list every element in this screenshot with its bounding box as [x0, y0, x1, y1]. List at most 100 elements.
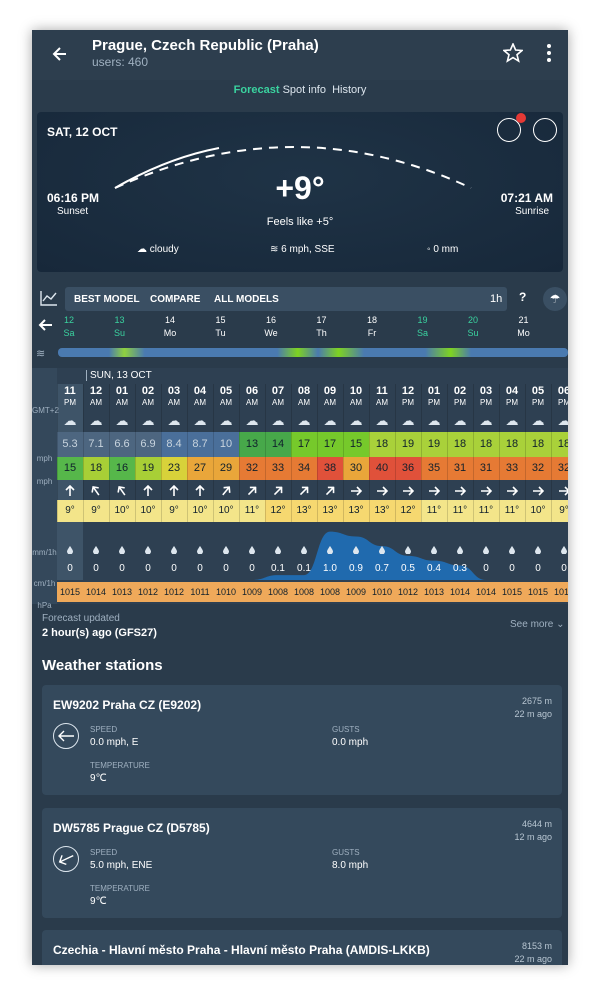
hour: 06: [557, 385, 568, 397]
day-name[interactable]: Tu: [215, 328, 226, 338]
chart-toggle[interactable]: [40, 290, 58, 306]
day-name[interactable]: Sa: [416, 328, 428, 338]
day-name[interactable]: Su: [467, 328, 479, 338]
hour: 07: [271, 385, 285, 397]
temperature: 11°: [447, 500, 473, 522]
wind-direction: [350, 484, 363, 496]
pressure: 1015: [551, 582, 568, 602]
column-divider: [343, 384, 344, 522]
weather-icon: ☁: [557, 413, 569, 428]
temperature: 12°: [265, 500, 291, 522]
station-card[interactable]: DW5785 Prague CZ (D5785) 4644 m 12 m ago SP…: [42, 808, 562, 918]
station-age: 12 m ago: [514, 832, 552, 842]
weather-icon: ☁: [427, 413, 441, 428]
period: PM: [532, 398, 544, 407]
see-more-text[interactable]: See more: [510, 619, 554, 630]
day-name[interactable]: We: [264, 328, 278, 338]
station-card[interactable]: Czechia - Hlavní město Praha - Hlavní mě…: [42, 930, 562, 965]
day-name[interactable]: Mo: [163, 328, 177, 338]
day-name[interactable]: Mo: [517, 328, 530, 338]
sunset-time: 06:16 PM: [47, 191, 100, 205]
column-divider: [239, 384, 240, 522]
tab[interactable]: Forecast: [233, 84, 280, 96]
column-divider: [317, 384, 318, 522]
hour: 06: [245, 385, 259, 397]
rain-drop: [291, 546, 317, 556]
wind-speed: 19: [421, 432, 447, 457]
day-date[interactable]: 16: [265, 315, 276, 325]
wind-direction: [298, 484, 310, 496]
back-button[interactable]: [50, 44, 70, 64]
weather-icon: ☁: [323, 413, 337, 428]
period: AM: [168, 398, 180, 407]
period: PM: [506, 398, 518, 407]
day-name[interactable]: Fr: [367, 328, 377, 338]
temperature: +9°: [275, 170, 325, 206]
column-divider: [369, 384, 370, 522]
rain-drop: [187, 546, 213, 556]
weather-icon: ☁: [505, 413, 519, 428]
model-option[interactable]: COMPARE: [150, 294, 201, 305]
forecast-table: GMT+2 mph mph mm/1h cm/1h hPa SUN, 13 OCT 11 PM ☁…: [32, 368, 569, 610]
weather-icon: ☁: [453, 413, 467, 428]
wind-speed: 18: [499, 432, 525, 457]
chat-button[interactable]: [497, 113, 526, 142]
day-name[interactable]: Th: [316, 328, 327, 338]
see-more[interactable]: See more ⌄: [510, 619, 565, 630]
weather-icon: ☁: [297, 413, 311, 428]
step-selector[interactable]: 1h: [490, 293, 503, 305]
tab[interactable]: History: [332, 84, 367, 96]
day-name[interactable]: Su: [113, 328, 125, 338]
period: PM: [558, 398, 568, 407]
wind-gust: 16: [109, 457, 135, 480]
rain-drop: [525, 546, 551, 556]
label: GUSTS: [332, 848, 360, 857]
hour: 01: [115, 385, 129, 397]
wind-gust: 23: [161, 457, 187, 480]
label-column: [32, 368, 57, 604]
model-option[interactable]: ALL MODELS: [214, 294, 279, 305]
day-name[interactable]: Sa: [63, 328, 75, 338]
wind-speed: 15: [343, 432, 369, 457]
days-back[interactable]: [37, 318, 53, 332]
top-bar: [32, 30, 568, 80]
day-date[interactable]: 12: [63, 315, 74, 325]
weather-icon: ☁: [349, 413, 363, 428]
favorite-button[interactable]: [503, 43, 523, 63]
day-date[interactable]: 17: [316, 315, 327, 325]
temperature: 13°: [369, 500, 395, 522]
menu-button[interactable]: [542, 43, 556, 63]
wind-gust: 32: [239, 457, 265, 480]
weather-icon: ☁: [141, 413, 155, 428]
wind-gust: 40: [369, 457, 395, 480]
temperature: 13°: [317, 500, 343, 522]
day-date[interactable]: 18: [366, 315, 377, 325]
column-divider: [473, 384, 474, 522]
help-button[interactable]: ?: [519, 290, 527, 304]
period: PM: [454, 398, 466, 407]
wind-direction: [246, 484, 258, 496]
station-name: DW5785 Prague CZ (D5785): [53, 821, 210, 835]
rain-button[interactable]: ☂: [543, 287, 567, 311]
day-date[interactable]: 13: [114, 315, 125, 325]
day-date[interactable]: 21: [518, 315, 529, 325]
wind-speed: 18: [447, 432, 473, 457]
model-option[interactable]: BEST MODEL: [74, 294, 140, 305]
wind-gust: 31: [447, 457, 473, 480]
pressure: 1008: [291, 582, 317, 602]
day-date[interactable]: 15: [215, 315, 226, 325]
column-divider: [135, 384, 136, 522]
tab[interactable]: Spot info: [282, 84, 326, 96]
map-button[interactable]: [533, 118, 557, 142]
station-card[interactable]: EW9202 Praha CZ (E9202) 2675 m 22 m ago SPE…: [42, 685, 562, 795]
hour: 03: [167, 385, 181, 397]
precipitation: 0: [535, 563, 541, 574]
column-divider: [83, 384, 84, 522]
wind-direction: [454, 484, 467, 496]
day-date[interactable]: 20: [467, 315, 478, 325]
day-date[interactable]: 14: [164, 315, 175, 325]
rain-drop: [213, 546, 239, 556]
column-divider: [421, 384, 422, 522]
column-divider: [57, 384, 58, 522]
day-date[interactable]: 19: [417, 315, 428, 325]
